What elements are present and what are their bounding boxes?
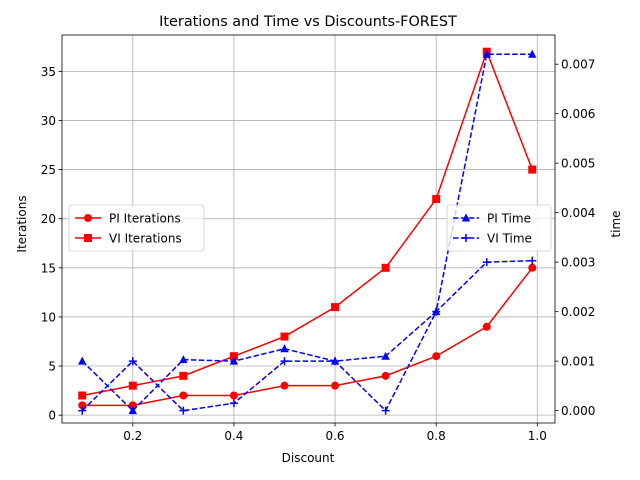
legend-label: VI Iterations <box>109 232 182 246</box>
y-left-tick-label: 35 <box>41 65 56 79</box>
series-vi-time <box>78 256 537 415</box>
legend-label: VI Time <box>487 232 532 246</box>
y-right-tick-label: 0.006 <box>561 107 595 121</box>
data-point <box>78 406 87 415</box>
data-point <box>482 322 491 331</box>
data-point <box>461 213 471 222</box>
data-point <box>84 234 92 242</box>
series-line <box>81 259 533 412</box>
data-point <box>381 263 390 272</box>
legend-label: PI Iterations <box>109 212 181 226</box>
y-left-tick-label: 0 <box>48 409 56 423</box>
legend-label: PI Time <box>487 212 531 226</box>
y-left-tick-label: 15 <box>41 261 56 275</box>
data-point <box>280 357 289 366</box>
x-axis-label: Discount <box>282 451 335 465</box>
data-point <box>280 332 289 341</box>
data-point <box>280 344 289 353</box>
data-point <box>432 352 441 361</box>
y-right-tick-label: 0.002 <box>561 305 595 319</box>
data-point <box>331 381 340 390</box>
data-point <box>528 263 537 272</box>
y-right-tick-label: 0.001 <box>561 355 595 369</box>
data-point <box>229 399 238 408</box>
data-point <box>179 406 188 415</box>
data-point <box>331 303 340 312</box>
y-right-tick-label: 0.007 <box>561 58 595 72</box>
y-right-tick-label: 0.004 <box>561 206 595 220</box>
data-point <box>229 352 238 361</box>
y-axis-label-left: Iterations <box>15 195 29 252</box>
data-point <box>482 258 491 267</box>
data-point <box>482 49 491 58</box>
y-left-tick-label: 10 <box>41 310 56 324</box>
data-point <box>432 307 441 316</box>
data-point <box>381 351 390 360</box>
x-tick-label: 0.6 <box>325 429 344 443</box>
data-point <box>78 356 87 365</box>
y-left-tick-label: 20 <box>41 212 56 226</box>
series-line <box>82 267 533 407</box>
series-line <box>82 49 533 397</box>
data-point <box>84 214 92 222</box>
data-point <box>179 391 188 400</box>
y-left-tick-label: 30 <box>41 114 56 128</box>
data-point <box>462 234 470 242</box>
chart-title: Iterations and Time vs Discounts-FOREST <box>159 14 457 30</box>
legend-iterations: PI Iterations VI Iterations <box>68 204 205 252</box>
data-point <box>128 357 137 366</box>
plot-area <box>78 47 537 415</box>
data-point <box>179 371 188 380</box>
x-tick-label: 1.0 <box>528 429 547 443</box>
x-tick-label: 0.4 <box>224 429 243 443</box>
y-left-tick-label: 5 <box>48 360 56 374</box>
x-tick-label: 0.8 <box>427 429 446 443</box>
data-point <box>528 49 537 58</box>
data-point <box>528 256 537 265</box>
data-point <box>528 165 537 174</box>
data-point <box>78 391 87 400</box>
data-point <box>78 401 87 410</box>
data-point <box>381 371 390 380</box>
legend-box <box>446 204 552 252</box>
y-axis-label-right: time <box>609 210 623 237</box>
series-pi-iterations <box>78 263 537 410</box>
data-point <box>381 406 390 415</box>
data-point <box>128 401 137 410</box>
y-right-tick-label: 0.003 <box>561 256 595 270</box>
legend-box <box>68 204 205 252</box>
data-point <box>128 381 137 390</box>
series-vi-iterations <box>78 47 537 400</box>
axes-frame <box>61 34 556 424</box>
x-tick-label: 0.2 <box>123 429 142 443</box>
data-point <box>229 356 239 365</box>
data-point <box>280 381 289 390</box>
data-point <box>179 355 188 364</box>
data-point <box>331 357 340 366</box>
y-right-tick-label: 0.000 <box>561 404 595 418</box>
data-point <box>229 391 238 400</box>
y-right-tick-label: 0.005 <box>561 157 595 171</box>
data-point <box>432 195 441 204</box>
axes: 0.2 0.4 0.6 0.8 1.0 0 5 10 15 20 25 30 35 0.000 0.001 0… <box>41 34 595 443</box>
y-left-tick-label: 25 <box>41 163 56 177</box>
data-point <box>128 406 137 415</box>
legends: PI Iterations VI Iterations PI Time VI Time <box>68 204 552 252</box>
legend-time: PI Time VI Time <box>446 204 552 252</box>
